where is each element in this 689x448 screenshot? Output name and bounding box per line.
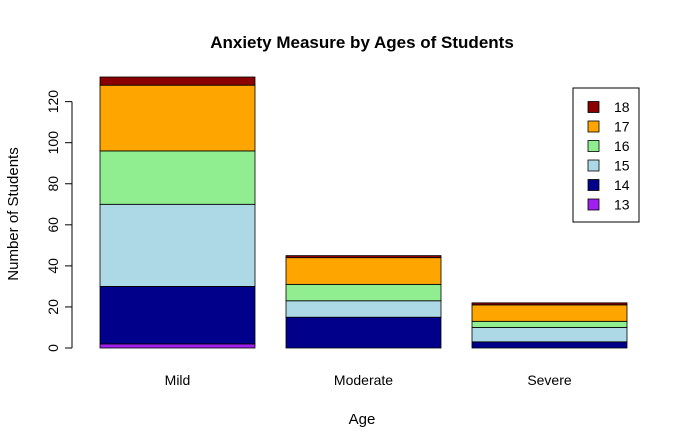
bar-segment-moderate-15 (285, 300, 442, 318)
legend-label-13: 13 (614, 197, 630, 213)
legend-label-17: 17 (614, 119, 630, 135)
bar-segment-severe-18 (471, 302, 628, 306)
bar-segment-severe-15 (471, 327, 628, 343)
bars-group (99, 76, 628, 349)
legend-box (572, 87, 640, 223)
x-tick-label-severe: Severe (527, 372, 572, 388)
legend-label-14: 14 (614, 177, 630, 193)
x-tick-label-mild: Mild (165, 372, 191, 388)
bar-segment-severe-17 (471, 304, 628, 322)
bar-segment-mild-18 (99, 76, 256, 86)
x-axis-label: Age (349, 411, 376, 428)
y-tick-label-0: 0 (45, 344, 61, 352)
legend-swatch-14 (587, 179, 600, 191)
bar-segment-mild-13 (99, 343, 256, 349)
y-tick-label-100: 100 (45, 131, 61, 155)
legend-label-16: 16 (614, 138, 630, 154)
legend-swatch-17 (587, 120, 600, 133)
x-tick-label-moderate: Moderate (334, 372, 393, 388)
y-tick-label-60: 60 (45, 217, 61, 233)
bar-segment-moderate-14 (285, 316, 442, 349)
legend-label-18: 18 (614, 99, 630, 115)
legend-label-15: 15 (614, 158, 630, 174)
y-axis: 0 20 40 60 80 100 120 (45, 90, 73, 352)
bar-segment-mild-14 (99, 286, 256, 345)
bar-segment-moderate-17 (285, 257, 442, 285)
bar-segment-moderate-16 (285, 283, 442, 302)
chart-title: Anxiety Measure by Ages of Students (210, 33, 514, 52)
legend-swatch-15 (587, 159, 600, 172)
y-tick-label-80: 80 (45, 176, 61, 192)
bar-segment-severe-14 (471, 341, 628, 349)
bar-segment-moderate-18 (285, 255, 442, 259)
y-tick-label-120: 120 (45, 90, 61, 114)
x-tick-labels: Mild Moderate Severe (165, 372, 572, 388)
y-tick-label-40: 40 (45, 258, 61, 274)
bar-segment-mild-15 (99, 203, 256, 287)
legend: 18 17 16 15 14 13 (572, 87, 640, 223)
bar-segment-mild-16 (99, 150, 256, 205)
bar-segment-severe-16 (471, 320, 628, 328)
legend-swatch-18 (587, 101, 600, 113)
legend-swatch-16 (587, 140, 600, 152)
bar-segment-mild-17 (99, 84, 256, 152)
y-axis-label: Number of Students (5, 147, 22, 280)
legend-swatch-13 (587, 198, 600, 211)
y-tick-label-20: 20 (45, 299, 61, 315)
